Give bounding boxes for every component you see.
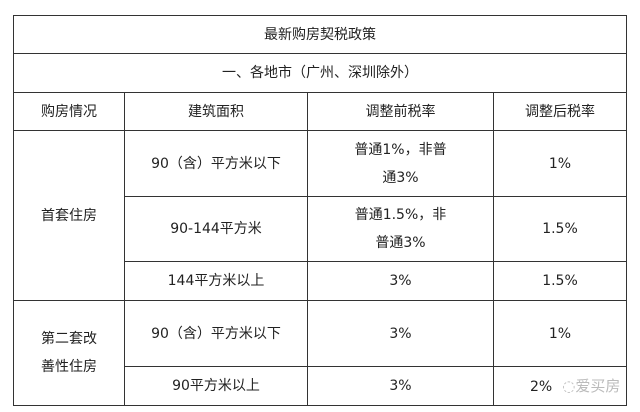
after-cell: 1%: [493, 130, 627, 197]
after-cell: 1.5%: [493, 196, 627, 262]
after-cell: 1%: [493, 300, 627, 367]
area-cell: 90-144平方米: [124, 196, 308, 262]
before-cell: 3%: [307, 300, 494, 367]
header-after: 调整后税率: [493, 92, 627, 131]
table-row: 第二套改善性住房 90（含）平方米以下 3% 1%: [13, 300, 627, 406]
section-title: 一、各地市（广州、深圳除外）: [13, 53, 627, 93]
after-cell: 1.5%: [493, 261, 627, 301]
after-cell-with-watermark: 2% ◌爱买房: [493, 366, 627, 406]
table-row: 90平方米以上 3% 2% ◌爱买房: [14, 366, 627, 406]
area-cell: 90（含）平方米以下: [124, 300, 308, 367]
table-row: 144平方米以上 3% 1.5%: [14, 261, 627, 301]
group-label: 首套住房: [13, 130, 125, 301]
table-row: 90-144平方米 普通1.5%，非普通3% 1.5%: [14, 196, 627, 262]
tax-policy-table: 最新购房契税政策 一、各地市（广州、深圳除外） 购房情况 建筑面积 调整前税率 …: [13, 15, 627, 406]
before-cell: 3%: [307, 366, 494, 406]
watermark: ◌爱买房: [562, 372, 620, 400]
area-cell: 144平方米以上: [124, 261, 308, 301]
table-title: 最新购房契税政策: [13, 15, 627, 54]
group-label: 第二套改善性住房: [13, 300, 125, 406]
area-cell: 90（含）平方米以下: [124, 130, 308, 197]
table-row: 首套住房 90（含）平方米以下 普通1%，非普通3% 1%: [13, 130, 627, 301]
before-cell: 普通1%，非普通3%: [307, 130, 494, 197]
before-cell: 3%: [307, 261, 494, 301]
before-cell: 普通1.5%，非普通3%: [307, 196, 494, 262]
area-cell: 90平方米以上: [124, 366, 308, 406]
watermark-text: 爱买房: [575, 376, 621, 395]
after-value: 2%: [530, 378, 553, 395]
header-before: 调整前税率: [307, 92, 494, 131]
wechat-icon: ◌: [562, 376, 576, 395]
header-situation: 购房情况: [13, 92, 125, 131]
header-area: 建筑面积: [124, 92, 308, 131]
